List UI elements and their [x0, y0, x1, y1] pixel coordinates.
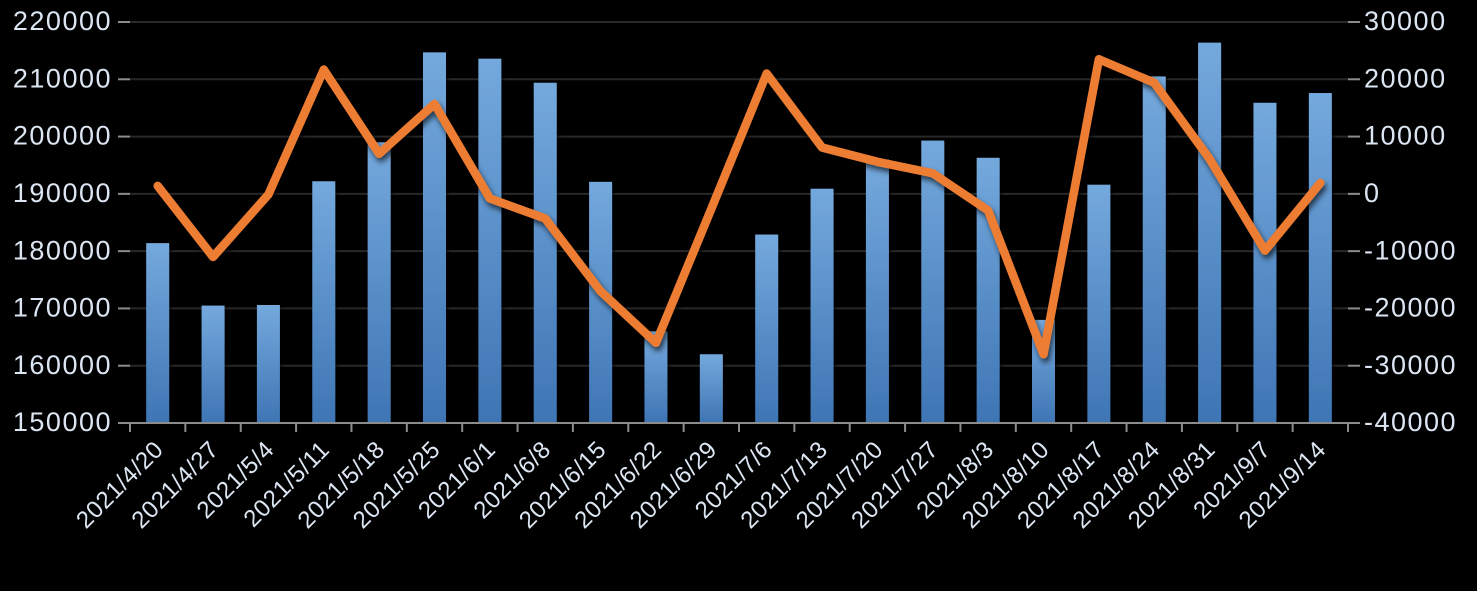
y-axis-left-label: 180000: [13, 235, 112, 265]
y-axis-left-label: 170000: [13, 293, 112, 323]
bar-2021/8/24[interactable]: [1142, 76, 1166, 424]
bar-2021/5/25[interactable]: [423, 52, 446, 424]
bar-2021/7/6[interactable]: [755, 234, 779, 423]
y-axis-left-label: 200000: [13, 121, 112, 151]
y-axis-right-label: -40000: [1364, 407, 1457, 437]
y-axis-left-label: 210000: [13, 63, 112, 93]
bar-series[interactable]: [146, 42, 1332, 424]
bar-2021/6/8[interactable]: [533, 82, 557, 424]
y-axis-right-label: -10000: [1364, 235, 1457, 265]
bar-2021/7/20[interactable]: [865, 159, 889, 423]
y-axis-left-label: 220000: [13, 6, 112, 36]
y-axis-right-label: 0: [1364, 178, 1381, 208]
bar-2021/4/20[interactable]: [146, 243, 170, 423]
bar-2021/5/4[interactable]: [256, 304, 280, 423]
bar-2021/5/18[interactable]: [367, 142, 391, 424]
y-axis-right-label: 10000: [1364, 121, 1447, 151]
bar-2021/4/27[interactable]: [201, 305, 225, 423]
y-axis-left-label: 160000: [13, 350, 112, 380]
y-axis-left-labels: 220000 210000 200000 190000 180000 170000 1600…: [13, 6, 112, 437]
bar-2021/6/22[interactable]: [644, 331, 668, 423]
bar-2021/6/29[interactable]: [699, 354, 723, 423]
y-axis-left-label: 190000: [13, 178, 112, 208]
y-axis-right-labels: 30000 20000 10000 0 -10000 -20000 -30000 -40000: [1364, 6, 1457, 437]
y-axis-right-label: 30000: [1364, 6, 1447, 36]
line-series[interactable]: [153, 54, 1325, 359]
bar-2021/6/15[interactable]: [589, 181, 613, 423]
y-axis-right-label: 20000: [1364, 63, 1447, 93]
bar-2021/8/31[interactable]: [1198, 42, 1222, 423]
axis-lines-and-ticks: [118, 21, 1360, 432]
y-axis-right-label: -20000: [1364, 293, 1457, 323]
bar-2021/7/27[interactable]: [921, 140, 945, 423]
y-axis-right-label: -30000: [1364, 350, 1457, 380]
bar-2021/8/3[interactable]: [976, 157, 1000, 423]
bar-2021/7/13[interactable]: [810, 188, 834, 423]
bar-2021/5/11[interactable]: [312, 181, 336, 423]
bar-2021/9/7[interactable]: [1253, 102, 1277, 423]
x-axis-labels: 2021/4/202021/4/272021/5/42021/5/112021/…: [71, 436, 1331, 534]
bar-2021/8/17[interactable]: [1087, 184, 1111, 423]
y-axis-left-label: 150000: [13, 407, 112, 437]
bar-2021/9/14[interactable]: [1308, 93, 1332, 423]
bar-2021/6/1[interactable]: [478, 58, 502, 424]
line-line-series[interactable]: [153, 54, 1325, 359]
